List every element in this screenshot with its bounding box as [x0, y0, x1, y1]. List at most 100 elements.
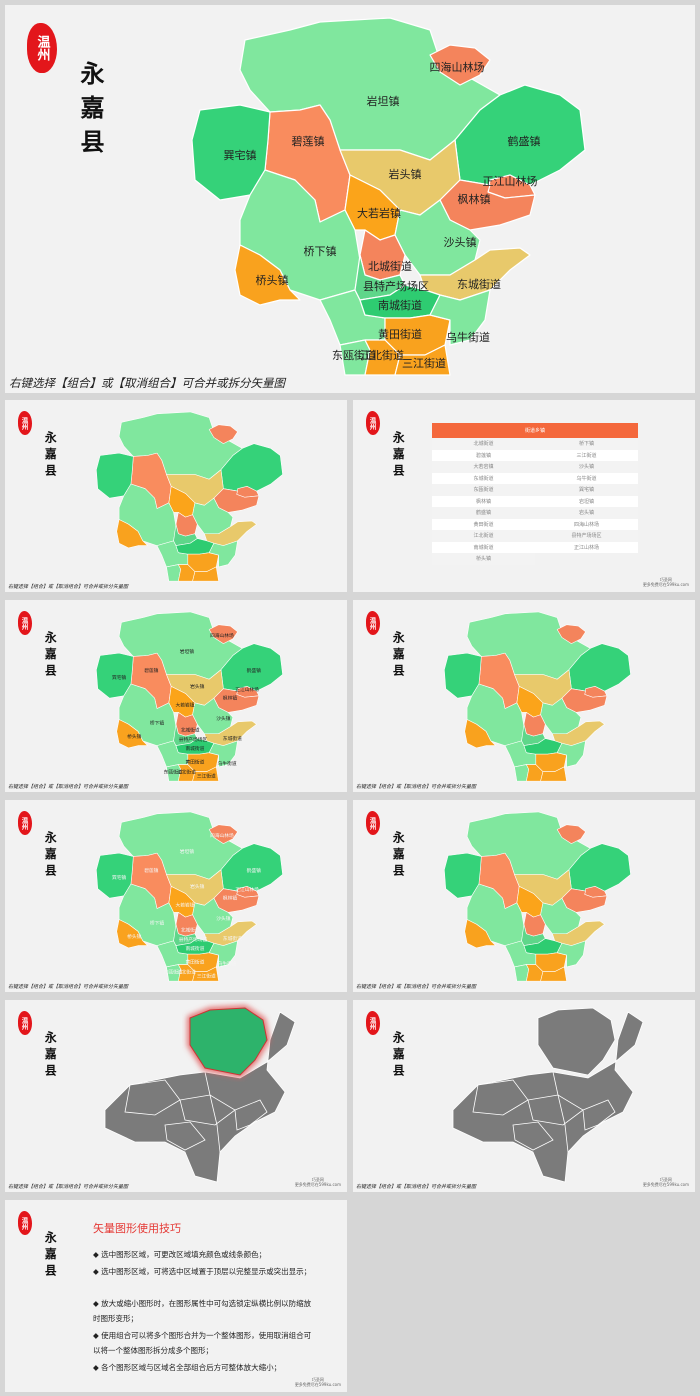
- site-url: 更多免费尽在599ku.com: [294, 1182, 341, 1187]
- region-label: 正江山林场: [235, 886, 259, 893]
- tip-item: ◆ 各个图形区域与区域名全部组合后方可整体放大缩小；: [93, 1363, 282, 1372]
- site-footer: 巧圣网 更多免费尽在599ku.com: [295, 1377, 341, 1387]
- map: [452, 1007, 644, 1183]
- caption: 右键选择【组合】或【取消组合】可合并或拆分矢量图: [8, 784, 129, 790]
- table-cell: 桥下镇: [535, 438, 638, 450]
- tip-item: ◆ 选中图形区域，可将选中区域置于顶层以完整显示或突出显示；: [93, 1267, 312, 1276]
- map-regions: [444, 611, 631, 782]
- table-cell: 岩头镇: [535, 507, 638, 519]
- site-name: 巧圣网: [311, 1177, 324, 1182]
- site-name: 巧圣网: [311, 1377, 324, 1382]
- region-label: 东城街道: [223, 735, 242, 742]
- logo-seal: 温州: [365, 810, 381, 836]
- table-cell: 沙头镇: [535, 461, 638, 473]
- slide: 温州 永嘉县 街道乡镇 北城街道 桥下镇 碧莲镇 三江街道 大若岩镇 沙头镇 东城街道 乌牛街道 东瓯…: [353, 400, 695, 592]
- map-regions: [96, 411, 283, 582]
- table-row: 桥头镇: [432, 553, 638, 565]
- region-label: 正江山林场: [235, 686, 259, 693]
- map-regions: [96, 811, 283, 982]
- slide: 温州 永嘉县 右键选择【组合】或【取消组合】可合并或拆分矢量图 巧圣网 更多免费尽在59…: [353, 1000, 695, 1192]
- region-label: 东城街道: [457, 277, 501, 291]
- table-row: 枫林镇 岩坦镇: [432, 495, 638, 507]
- region-label: 东瓯街道: [332, 348, 376, 362]
- map-regions: [444, 811, 631, 982]
- region-label: 大若岩镇: [176, 901, 195, 908]
- region-label: 岩坦镇: [180, 848, 194, 855]
- region-label: 北城街道: [181, 926, 200, 933]
- table-row: 黄田街道 四海山林场: [432, 518, 638, 530]
- table-cell: 四海山林场: [535, 518, 638, 530]
- map: [104, 1005, 296, 1183]
- logo-seal: 温州: [17, 410, 33, 436]
- region-label: 县特产场场区: [363, 279, 429, 293]
- site-url: 更多免费尽在599ku.com: [294, 1382, 341, 1387]
- site-url: 更多免费尽在599ku.com: [642, 1182, 689, 1187]
- site-footer: 巧圣网 更多免费尽在599ku.com: [643, 577, 689, 587]
- region-label: 黄田街道: [185, 759, 204, 766]
- table-row: 碧莲镇 三江街道: [432, 449, 638, 461]
- table-cell: 正江山林场: [535, 541, 638, 553]
- region-label: 碧莲镇: [144, 867, 158, 874]
- region-label: 北城街道: [368, 259, 412, 273]
- region-label: 岩坦镇: [180, 648, 194, 655]
- region-label: 乌牛街道: [218, 960, 237, 967]
- region-label: 岩头镇: [190, 683, 204, 690]
- site-name: 巧圣网: [659, 1177, 672, 1182]
- table-cell: 北城街道: [432, 438, 535, 450]
- region-label: 四海山林场: [430, 60, 485, 74]
- logo-seal: 温州: [17, 1210, 33, 1236]
- county-name: 永嘉县: [43, 1230, 58, 1281]
- caption: 右键选择【组合】或【取消组合】可合并或拆分矢量图: [9, 376, 285, 390]
- region-label: 岩头镇: [190, 883, 204, 890]
- map-regions: [96, 611, 283, 782]
- site-footer: 巧圣网 更多免费尽在599ku.com: [643, 1177, 689, 1187]
- caption: 右键选择【组合】或【取消组合】可合并或拆分矢量图: [8, 984, 129, 990]
- tip-item: ◆ 选中图形区域，可更改区域填充颜色或线条颜色；: [93, 1250, 267, 1259]
- region-label: 南城街道: [185, 745, 204, 752]
- table-cell: 桥头镇: [432, 553, 535, 565]
- region-label: 乌牛街道: [446, 330, 490, 344]
- table-cell: 东城街道: [432, 472, 535, 484]
- table-cell: 大若岩镇: [432, 461, 535, 473]
- county-name: 永嘉县: [43, 830, 58, 881]
- logo-seal: 温州: [17, 610, 33, 636]
- region-label: 南城街道: [185, 945, 204, 952]
- region-label: 枫林镇: [458, 192, 491, 206]
- district-table: 街道乡镇 北城街道 桥下镇 碧莲镇 三江街道 大若岩镇 沙头镇 东城街道 乌牛街道 东瓯街道 巽宅镇…: [432, 423, 638, 565]
- region-label: 桥下镇: [150, 719, 164, 726]
- county-name: 永嘉县: [391, 830, 406, 881]
- slide: 温州 永嘉县 右键选择【组合】或【取消组合】可合并或拆分矢量图: [353, 600, 695, 792]
- logo-seal: 温州: [17, 810, 33, 836]
- region-label: 沙头镇: [216, 915, 230, 922]
- region-label: 桥头镇: [127, 933, 141, 940]
- region-label: 沙头镇: [216, 715, 230, 722]
- region-label: 县特产场场区: [179, 736, 208, 743]
- table-row: 东瓯街道 巽宅镇: [432, 484, 638, 496]
- table-cell: 江北街道: [432, 530, 535, 542]
- county-name: 永嘉县: [43, 430, 58, 481]
- caption: 右键选择【组合】或【取消组合】可合并或拆分矢量图: [356, 1184, 477, 1190]
- logo-seal: 温州: [365, 610, 381, 636]
- caption: 右键选择【组合】或【取消组合】可合并或拆分矢量图: [356, 984, 477, 990]
- logo-seal: 温州: [17, 1010, 33, 1036]
- county-name: 永嘉县: [43, 1030, 58, 1081]
- region-label: 三江街道: [197, 772, 216, 779]
- caption: 右键选择【组合】或【取消组合】可合并或拆分矢量图: [8, 1184, 129, 1190]
- table-row: 江北街道 县特产场场区: [432, 530, 638, 542]
- region-label: 江北街道: [177, 769, 196, 776]
- region-label: 江北街道: [177, 969, 196, 976]
- county-name: 永嘉县: [76, 61, 105, 163]
- region-label: 东城街道: [223, 935, 242, 942]
- table-cell: 三江街道: [535, 449, 638, 461]
- table-cell: 东瓯街道: [432, 484, 535, 496]
- region-label: 东瓯街道: [164, 769, 183, 776]
- site-url: 更多免费尽在599ku.com: [642, 582, 689, 587]
- site-name: 巧圣网: [659, 577, 672, 582]
- table-cell: 鹤盛镇: [432, 507, 535, 519]
- table-cell: 碧莲镇: [432, 449, 535, 461]
- table-cell: 乌牛街道: [535, 472, 638, 484]
- region-label: 正江山林场: [483, 174, 538, 188]
